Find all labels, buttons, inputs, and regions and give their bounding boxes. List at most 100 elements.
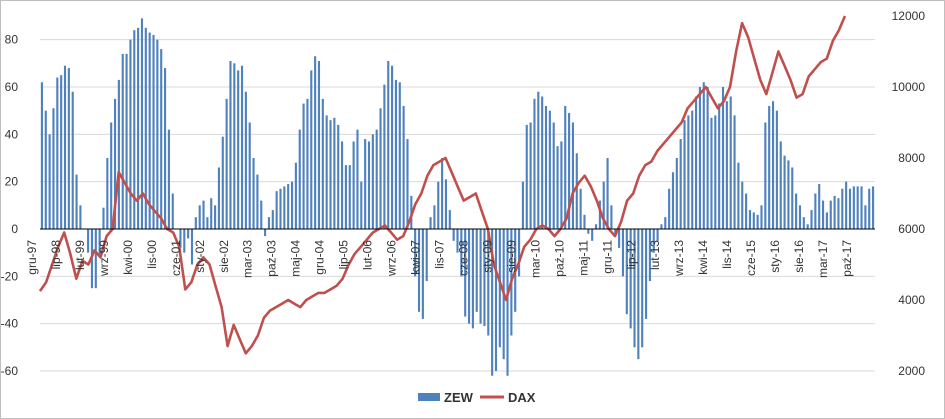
- zew-bar: [229, 60, 232, 229]
- zew-bar: [441, 158, 444, 229]
- y-right-tick-label: 6000: [898, 222, 925, 236]
- zew-bar: [306, 98, 309, 229]
- zew-bar: [167, 129, 170, 229]
- zew-bar: [225, 98, 228, 229]
- zew-bar: [75, 174, 78, 229]
- x-tick-label: mar-03: [241, 240, 255, 278]
- x-tick-label: wrz-13: [672, 240, 686, 277]
- zew-bar: [637, 229, 640, 360]
- grid-layer: [40, 39, 875, 372]
- zew-bar: [718, 103, 721, 229]
- x-tick-label: mar-10: [528, 240, 542, 278]
- zew-bar: [356, 129, 359, 229]
- x-tick-label: sty-02: [193, 240, 207, 273]
- zew-bar: [602, 181, 605, 229]
- zew-bar: [360, 181, 363, 229]
- zew-bar: [187, 229, 190, 239]
- zew-bar: [183, 229, 186, 253]
- zew-bar: [144, 27, 147, 229]
- zew-bar: [687, 115, 690, 229]
- zew-bar: [421, 229, 424, 319]
- zew-bar: [117, 79, 120, 230]
- zew-bar: [379, 108, 382, 229]
- y-left-tick-label: 0: [11, 222, 18, 236]
- zew-bar: [371, 134, 374, 229]
- zew-bar: [56, 77, 59, 229]
- x-tick-label: lut-06: [361, 240, 375, 270]
- zew-bar: [237, 70, 240, 230]
- zew-bar: [94, 229, 97, 289]
- zew-bar: [568, 113, 571, 229]
- zew-bar: [710, 117, 713, 229]
- zew-bar: [44, 110, 47, 229]
- zew-bar: [791, 167, 794, 229]
- zew-bar: [264, 229, 267, 237]
- zew-bar: [752, 212, 755, 229]
- zew-bar: [383, 84, 386, 229]
- zew-bar: [198, 205, 201, 229]
- zew-bar: [456, 229, 459, 253]
- legend-zew-label: ZEW: [444, 390, 474, 405]
- zew-bar: [275, 191, 278, 229]
- x-tick-label: cze-01: [169, 240, 183, 276]
- zew-bar: [583, 214, 586, 229]
- zew-bar: [106, 158, 109, 229]
- zew-bar: [594, 224, 598, 229]
- zew-bar: [317, 60, 321, 229]
- zew-bar: [194, 217, 197, 229]
- zew-bar: [818, 184, 821, 229]
- zew-bar: [444, 179, 448, 229]
- zew-bar: [364, 139, 367, 229]
- x-tick-label: lut-13: [648, 240, 662, 270]
- zew-bar: [217, 167, 220, 229]
- x-tick-label: gru-04: [313, 240, 327, 275]
- zew-bar: [814, 193, 817, 229]
- zew-bar: [248, 122, 251, 229]
- zew-bar: [240, 65, 244, 229]
- zew-bar: [525, 124, 528, 229]
- x-tick-label: mar-17: [816, 240, 830, 278]
- zew-bar: [518, 229, 521, 277]
- zew-bar: [471, 229, 474, 329]
- zew-bar: [98, 229, 101, 258]
- zew-bar: [856, 186, 859, 229]
- zew-bar: [425, 229, 428, 282]
- zew-bar: [63, 65, 67, 229]
- zew-bar: [787, 160, 790, 229]
- zew-bar: [314, 56, 317, 230]
- x-tick-label: lip-98: [49, 240, 63, 270]
- zew-bar: [668, 188, 671, 229]
- zew-bar: [133, 30, 136, 230]
- zew-bar: [48, 134, 51, 229]
- zew-bar: [721, 87, 725, 229]
- axis-layer: -60 -40 -20 0 20 40 60 80 2000 4000 6000 8000 10000 1…: [1, 9, 926, 378]
- zew-bar: [845, 181, 848, 229]
- x-tick-label: maj-04: [289, 240, 303, 277]
- zew-bar: [156, 39, 159, 229]
- zew-bar: [467, 229, 471, 324]
- zew-bar: [864, 205, 867, 229]
- zew-bar: [537, 91, 540, 229]
- x-tick-label: sty-09: [480, 240, 494, 273]
- zew-bar: [137, 27, 140, 229]
- y-left-tick-label: 60: [5, 80, 19, 94]
- zew-bar: [498, 229, 501, 348]
- zew-bar: [214, 205, 217, 229]
- zew-bar: [325, 115, 328, 229]
- y-right-tick-label: 8000: [898, 151, 925, 165]
- zew-bar: [633, 229, 636, 348]
- zew-bar: [271, 210, 274, 229]
- zew-bar: [829, 200, 832, 229]
- zew-bar: [771, 101, 775, 229]
- zew-bar: [375, 129, 378, 229]
- zew-bar: [206, 217, 209, 229]
- x-tick-label: kwi-00: [121, 240, 135, 275]
- x-tick-label: sie-16: [792, 240, 806, 273]
- zew-bar: [148, 32, 151, 229]
- zew-bar: [860, 186, 863, 229]
- x-tick-label: lip-12: [624, 240, 638, 270]
- y-right-tick-label: 10000: [892, 80, 926, 94]
- zew-bar: [233, 63, 236, 229]
- zew-bar: [160, 49, 163, 229]
- zew-bar: [487, 229, 490, 336]
